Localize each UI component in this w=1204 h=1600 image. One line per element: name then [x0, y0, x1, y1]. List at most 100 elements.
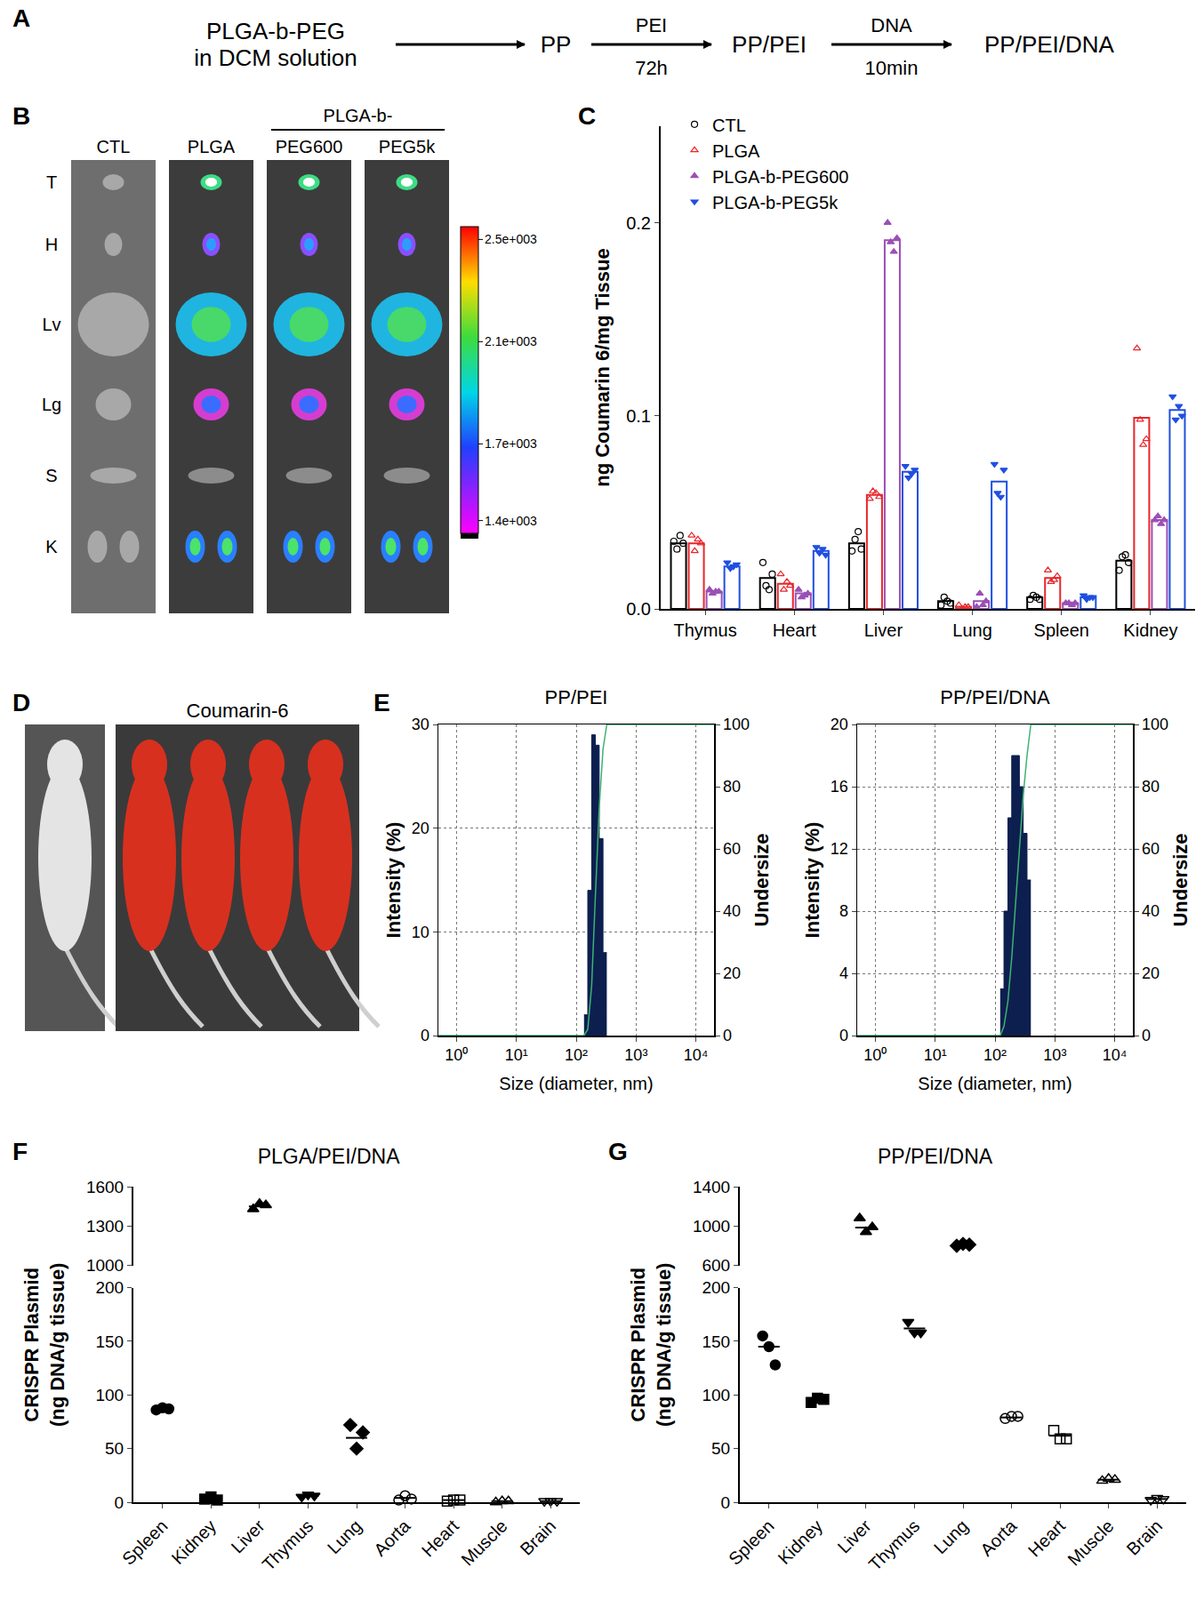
- svg-text:Spleen: Spleen: [118, 1516, 172, 1570]
- svg-text:40: 40: [1141, 902, 1160, 921]
- svg-text:PLGA-b-: PLGA-b-: [323, 105, 394, 126]
- svg-text:100: 100: [95, 1386, 124, 1405]
- svg-text:Liver: Liver: [227, 1516, 269, 1558]
- svg-text:60: 60: [1141, 840, 1160, 859]
- svg-text:20: 20: [722, 964, 741, 983]
- svg-text:Undersize: Undersize: [750, 833, 773, 927]
- svg-text:600: 600: [701, 1256, 731, 1276]
- svg-text:Muscle: Muscle: [1063, 1516, 1117, 1570]
- svg-text:0.1: 0.1: [626, 406, 651, 426]
- svg-text:PP/PEI/DNA: PP/PEI/DNA: [984, 31, 1116, 58]
- svg-text:10⁰: 10⁰: [444, 1046, 468, 1065]
- svg-text:200: 200: [95, 1278, 124, 1298]
- svg-text:H: H: [45, 234, 58, 255]
- svg-text:DNA: DNA: [870, 14, 913, 37]
- svg-text:10⁴: 10⁴: [1102, 1046, 1128, 1065]
- svg-text:E: E: [373, 689, 391, 717]
- svg-text:PP/PEI/DNA: PP/PEI/DNA: [877, 1145, 994, 1169]
- svg-text:0: 0: [114, 1493, 125, 1513]
- svg-text:8: 8: [839, 902, 849, 921]
- svg-text:200: 200: [701, 1278, 731, 1298]
- svg-text:Size (diameter, nm): Size (diameter, nm): [498, 1074, 653, 1094]
- svg-text:CTL: CTL: [712, 115, 747, 136]
- svg-text:K: K: [45, 537, 58, 557]
- svg-text:PP/PEI: PP/PEI: [731, 31, 807, 58]
- svg-text:D: D: [12, 689, 31, 717]
- svg-text:G: G: [608, 1138, 628, 1166]
- svg-text:Muscle: Muscle: [457, 1516, 511, 1570]
- svg-text:B: B: [12, 102, 31, 130]
- svg-text:T: T: [46, 172, 57, 193]
- svg-text:1.4e+003: 1.4e+003: [484, 513, 538, 529]
- svg-text:Thymus: Thymus: [674, 620, 738, 641]
- svg-text:10¹: 10¹: [505, 1046, 529, 1065]
- svg-text:PP/PEI/DNA: PP/PEI/DNA: [939, 686, 1051, 709]
- svg-text:CRISPR Plasmid(ng DNA/g tissue: CRISPR Plasmid(ng DNA/g tissue): [626, 1263, 675, 1429]
- svg-text:Kidney: Kidney: [1123, 620, 1178, 641]
- svg-text:Liver: Liver: [834, 1516, 875, 1558]
- svg-text:PLGA: PLGA: [187, 136, 236, 157]
- svg-text:80: 80: [1141, 778, 1160, 796]
- svg-text:Lv: Lv: [41, 314, 61, 335]
- svg-text:Lung: Lung: [930, 1516, 972, 1558]
- svg-text:100: 100: [722, 715, 750, 734]
- svg-text:10⁴: 10⁴: [683, 1046, 709, 1065]
- svg-text:50: 50: [711, 1439, 731, 1459]
- svg-text:Aorta: Aorta: [976, 1516, 1021, 1561]
- svg-text:CTL: CTL: [96, 136, 131, 157]
- svg-text:0: 0: [721, 1493, 731, 1513]
- svg-text:PLGA/PEI/DNA: PLGA/PEI/DNA: [257, 1145, 401, 1169]
- svg-text:2.5e+003: 2.5e+003: [484, 232, 538, 247]
- svg-text:PEG600: PEG600: [275, 136, 344, 157]
- svg-text:60: 60: [722, 840, 741, 859]
- svg-text:10min: 10min: [865, 56, 919, 80]
- svg-text:Heart: Heart: [1024, 1516, 1069, 1561]
- svg-text:12: 12: [830, 840, 849, 859]
- svg-text:0: 0: [1141, 1027, 1151, 1045]
- svg-text:Intensity (%): Intensity (%): [382, 822, 405, 940]
- svg-text:Brain: Brain: [1123, 1516, 1167, 1560]
- svg-text:PLGA-b-PEGin DCM solution: PLGA-b-PEGin DCM solution: [193, 17, 358, 72]
- svg-text:72h: 72h: [634, 56, 668, 80]
- svg-text:10⁰: 10⁰: [863, 1046, 887, 1065]
- svg-text:150: 150: [95, 1332, 124, 1352]
- svg-text:Kidney: Kidney: [773, 1516, 827, 1569]
- svg-text:CRISPR Plasmid(ng DNA/g tissue: CRISPR Plasmid(ng DNA/g tissue): [20, 1263, 69, 1429]
- svg-text:Lung: Lung: [323, 1516, 366, 1558]
- svg-text:10²: 10²: [564, 1046, 588, 1065]
- svg-text:0: 0: [839, 1027, 849, 1045]
- svg-text:PEG5k: PEG5k: [378, 136, 436, 157]
- svg-text:0: 0: [420, 1027, 430, 1045]
- svg-text:80: 80: [722, 778, 741, 796]
- svg-text:Size (diameter, nm): Size (diameter, nm): [917, 1074, 1072, 1094]
- svg-text:30: 30: [411, 715, 430, 734]
- svg-text:PLGA: PLGA: [712, 141, 761, 161]
- svg-text:4: 4: [839, 964, 849, 983]
- svg-text:20: 20: [1141, 964, 1160, 983]
- svg-text:Heart: Heart: [417, 1516, 463, 1561]
- svg-text:Kidney: Kidney: [167, 1516, 220, 1569]
- svg-text:Undersize: Undersize: [1169, 833, 1192, 927]
- svg-text:0: 0: [722, 1027, 732, 1045]
- svg-text:Brain: Brain: [516, 1516, 561, 1560]
- svg-text:1000: 1000: [86, 1256, 124, 1276]
- svg-text:PP/PEI: PP/PEI: [545, 686, 609, 709]
- svg-text:C: C: [577, 102, 596, 130]
- svg-text:10³: 10³: [1043, 1046, 1067, 1065]
- svg-text:Thymus: Thymus: [257, 1516, 317, 1575]
- svg-text:ng Coumarin 6/mg Tissue: ng Coumarin 6/mg Tissue: [591, 248, 614, 488]
- svg-text:Thymus: Thymus: [864, 1516, 924, 1575]
- svg-text:100: 100: [701, 1386, 731, 1405]
- svg-text:Lg: Lg: [41, 394, 62, 415]
- svg-text:1300: 1300: [86, 1217, 124, 1237]
- svg-text:10²: 10²: [983, 1046, 1007, 1065]
- svg-text:Aorta: Aorta: [369, 1516, 415, 1561]
- svg-text:Liver: Liver: [864, 620, 904, 641]
- svg-text:Coumarin-6: Coumarin-6: [186, 699, 289, 723]
- svg-text:20: 20: [411, 819, 430, 838]
- svg-text:Spleen: Spleen: [724, 1516, 779, 1570]
- svg-text:40: 40: [722, 902, 741, 921]
- svg-text:S: S: [45, 465, 57, 486]
- svg-text:Lung: Lung: [952, 620, 993, 641]
- svg-text:PEI: PEI: [635, 14, 667, 37]
